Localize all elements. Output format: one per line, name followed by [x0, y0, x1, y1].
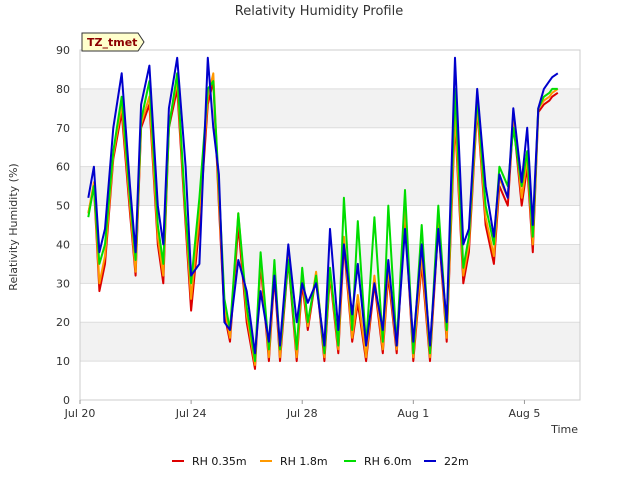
series-lines	[87, 56, 559, 370]
x-axis-ticks: Jul 20 Jul 24 Jul 28 Aug 1 Aug 5	[64, 400, 540, 420]
x-tick-label: Jul 20	[64, 407, 96, 420]
y-tick-label: 30	[56, 277, 70, 290]
y-tick-label: 50	[56, 200, 70, 213]
site-label-text: TZ_tmet	[87, 36, 137, 49]
y-tick-label: 80	[56, 83, 70, 96]
x-tick-label: Jul 28	[286, 407, 318, 420]
site-label-box: TZ_tmet	[81, 32, 145, 52]
y-tick-label: 40	[56, 238, 70, 251]
y-axis-title: Relativity Humidity (%)	[7, 163, 20, 290]
legend-label: RH 1.8m	[280, 455, 328, 468]
y-tick-label: 0	[63, 394, 70, 407]
plot-frame	[79, 49, 581, 401]
x-tick-label: Jul 24	[175, 407, 207, 420]
x-tick-label: Aug 5	[508, 407, 540, 420]
band-70	[80, 88, 580, 128]
site-label-tag-shape	[81, 32, 145, 52]
y-tick-label: 20	[56, 316, 70, 329]
y-tick-label: 10	[56, 355, 70, 368]
legend: RH 0.35m RH 1.8m RH 6.0m 22m	[172, 455, 469, 468]
y-tick-label: 70	[56, 122, 70, 135]
chart-title: Relativity Humidity Profile	[235, 4, 403, 19]
legend-label: RH 0.35m	[192, 455, 247, 468]
y-axis-ticks: 0 10 20 30 40 50 60 70 80 90	[56, 44, 70, 407]
y-tick-label: 90	[56, 44, 70, 57]
series-line-22m	[87, 56, 559, 355]
y-tick-label: 60	[56, 161, 70, 174]
band-10	[80, 322, 580, 362]
legend-label: RH 6.0m	[364, 455, 412, 468]
x-tick-label: Aug 1	[397, 407, 429, 420]
x-axis-title: Time	[550, 423, 578, 436]
alternating-bands	[80, 88, 580, 362]
legend-label: 22m	[444, 455, 469, 468]
